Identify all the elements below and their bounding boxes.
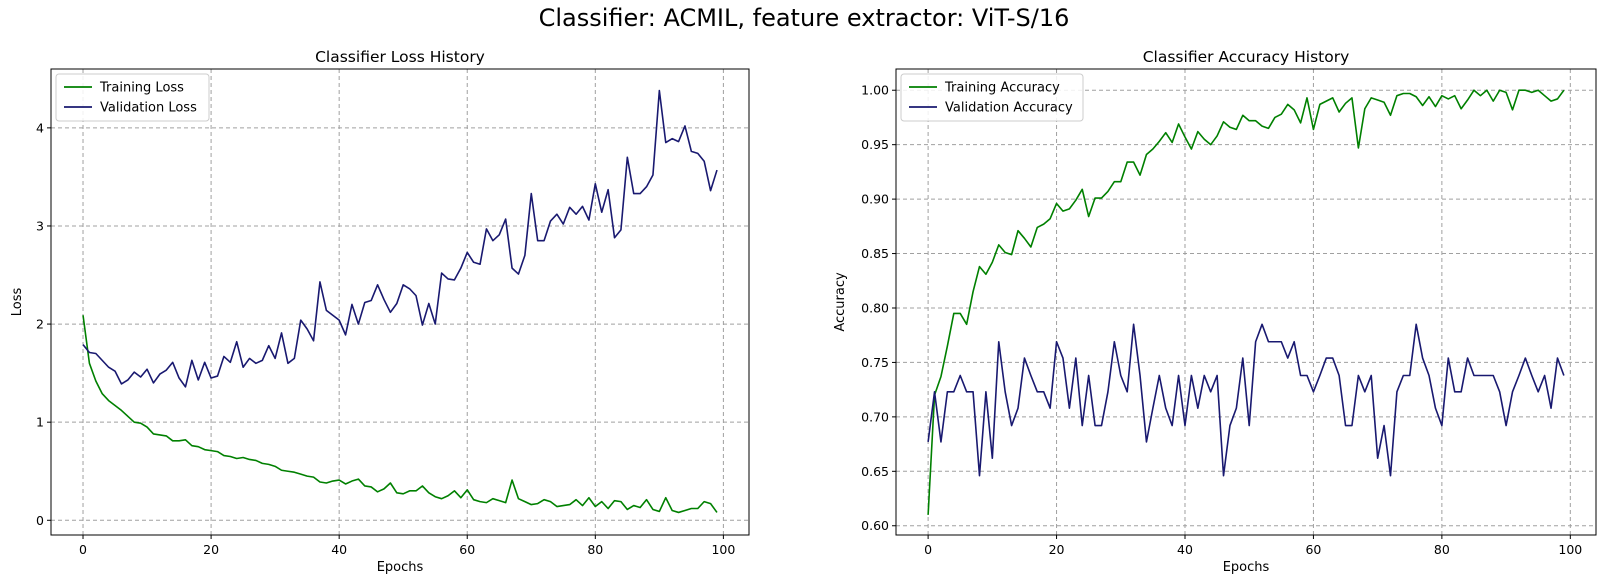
accuracy-legend: Training Accuracy Validation Accuracy (900, 73, 1084, 122)
loss-chart-title: Classifier Loss History (315, 48, 485, 66)
loss-plot-frame (50, 68, 750, 536)
loss-legend: Training Loss Validation Loss (55, 73, 210, 122)
figure-title: Classifier: ACMIL, feature extractor: Vi… (538, 4, 1070, 32)
accuracy-legend-label: Training Accuracy (944, 81, 1060, 96)
accuracy-x-axis-label: Epochs (1223, 560, 1270, 575)
loss-x-tick-label: 20 (203, 542, 219, 557)
accuracy-y-tick-label: 0.60 (861, 518, 889, 533)
loss-y-tick-label: 4 (36, 120, 44, 135)
loss-x-tick-label: 80 (587, 542, 603, 557)
accuracy-y-tick-label: 0.75 (861, 355, 889, 370)
loss-y-tick-label: 2 (36, 317, 44, 332)
accuracy-x-tick-label: 100 (1558, 542, 1582, 557)
accuracy-series-line-training (927, 89, 1565, 515)
accuracy-series-line-validation (927, 323, 1565, 477)
accuracy-y-tick-label: 0.70 (861, 409, 889, 424)
loss-x-tick-label: 60 (459, 542, 475, 557)
accuracy-x-tick-label: 60 (1305, 542, 1321, 557)
accuracy-y-tick-label: 0.95 (861, 137, 889, 152)
loss-x-axis-label: Epochs (377, 560, 424, 575)
loss-y-tick-label: 1 (36, 415, 44, 430)
accuracy-y-axis-label: Accuracy (833, 272, 848, 332)
accuracy-y-tick-label: 1.00 (861, 83, 889, 98)
loss-history-axes: Classifier Loss History Epochs Loss 0 20 4… (10, 48, 750, 575)
accuracy-x-tick-label: 20 (1049, 542, 1065, 557)
accuracy-x-tick-label: 80 (1434, 542, 1450, 557)
loss-x-tick-label: 100 (711, 542, 735, 557)
accuracy-history-axes: Classifier Accuracy History Epochs Accur… (833, 48, 1597, 575)
accuracy-y-tick-label: 0.90 (861, 192, 889, 207)
accuracy-chart-title: Classifier Accuracy History (1143, 48, 1350, 66)
accuracy-x-tick-label: 40 (1177, 542, 1193, 557)
loss-x-tick-label: 40 (331, 542, 347, 557)
loss-y-axis-label: Loss (10, 288, 25, 317)
loss-x-tick-label: 0 (79, 542, 87, 557)
accuracy-x-tick-label: 0 (924, 542, 932, 557)
accuracy-legend-label: Validation Accuracy (945, 101, 1073, 116)
accuracy-plot-frame (895, 68, 1597, 536)
accuracy-y-tick-label: 0.85 (861, 246, 889, 261)
loss-legend-label: Training Loss (99, 81, 184, 96)
loss-legend-box (55, 73, 210, 122)
accuracy-y-tick-label: 0.65 (861, 464, 889, 479)
loss-y-tick-label: 3 (36, 218, 44, 233)
loss-legend-label: Validation Loss (100, 101, 197, 116)
accuracy-legend-box (900, 73, 1084, 122)
loss-y-tick-label: 0 (36, 513, 44, 528)
loss-series-line-training (82, 315, 718, 514)
accuracy-y-tick-label: 0.80 (861, 300, 889, 315)
loss-series-line-validation (82, 89, 718, 388)
